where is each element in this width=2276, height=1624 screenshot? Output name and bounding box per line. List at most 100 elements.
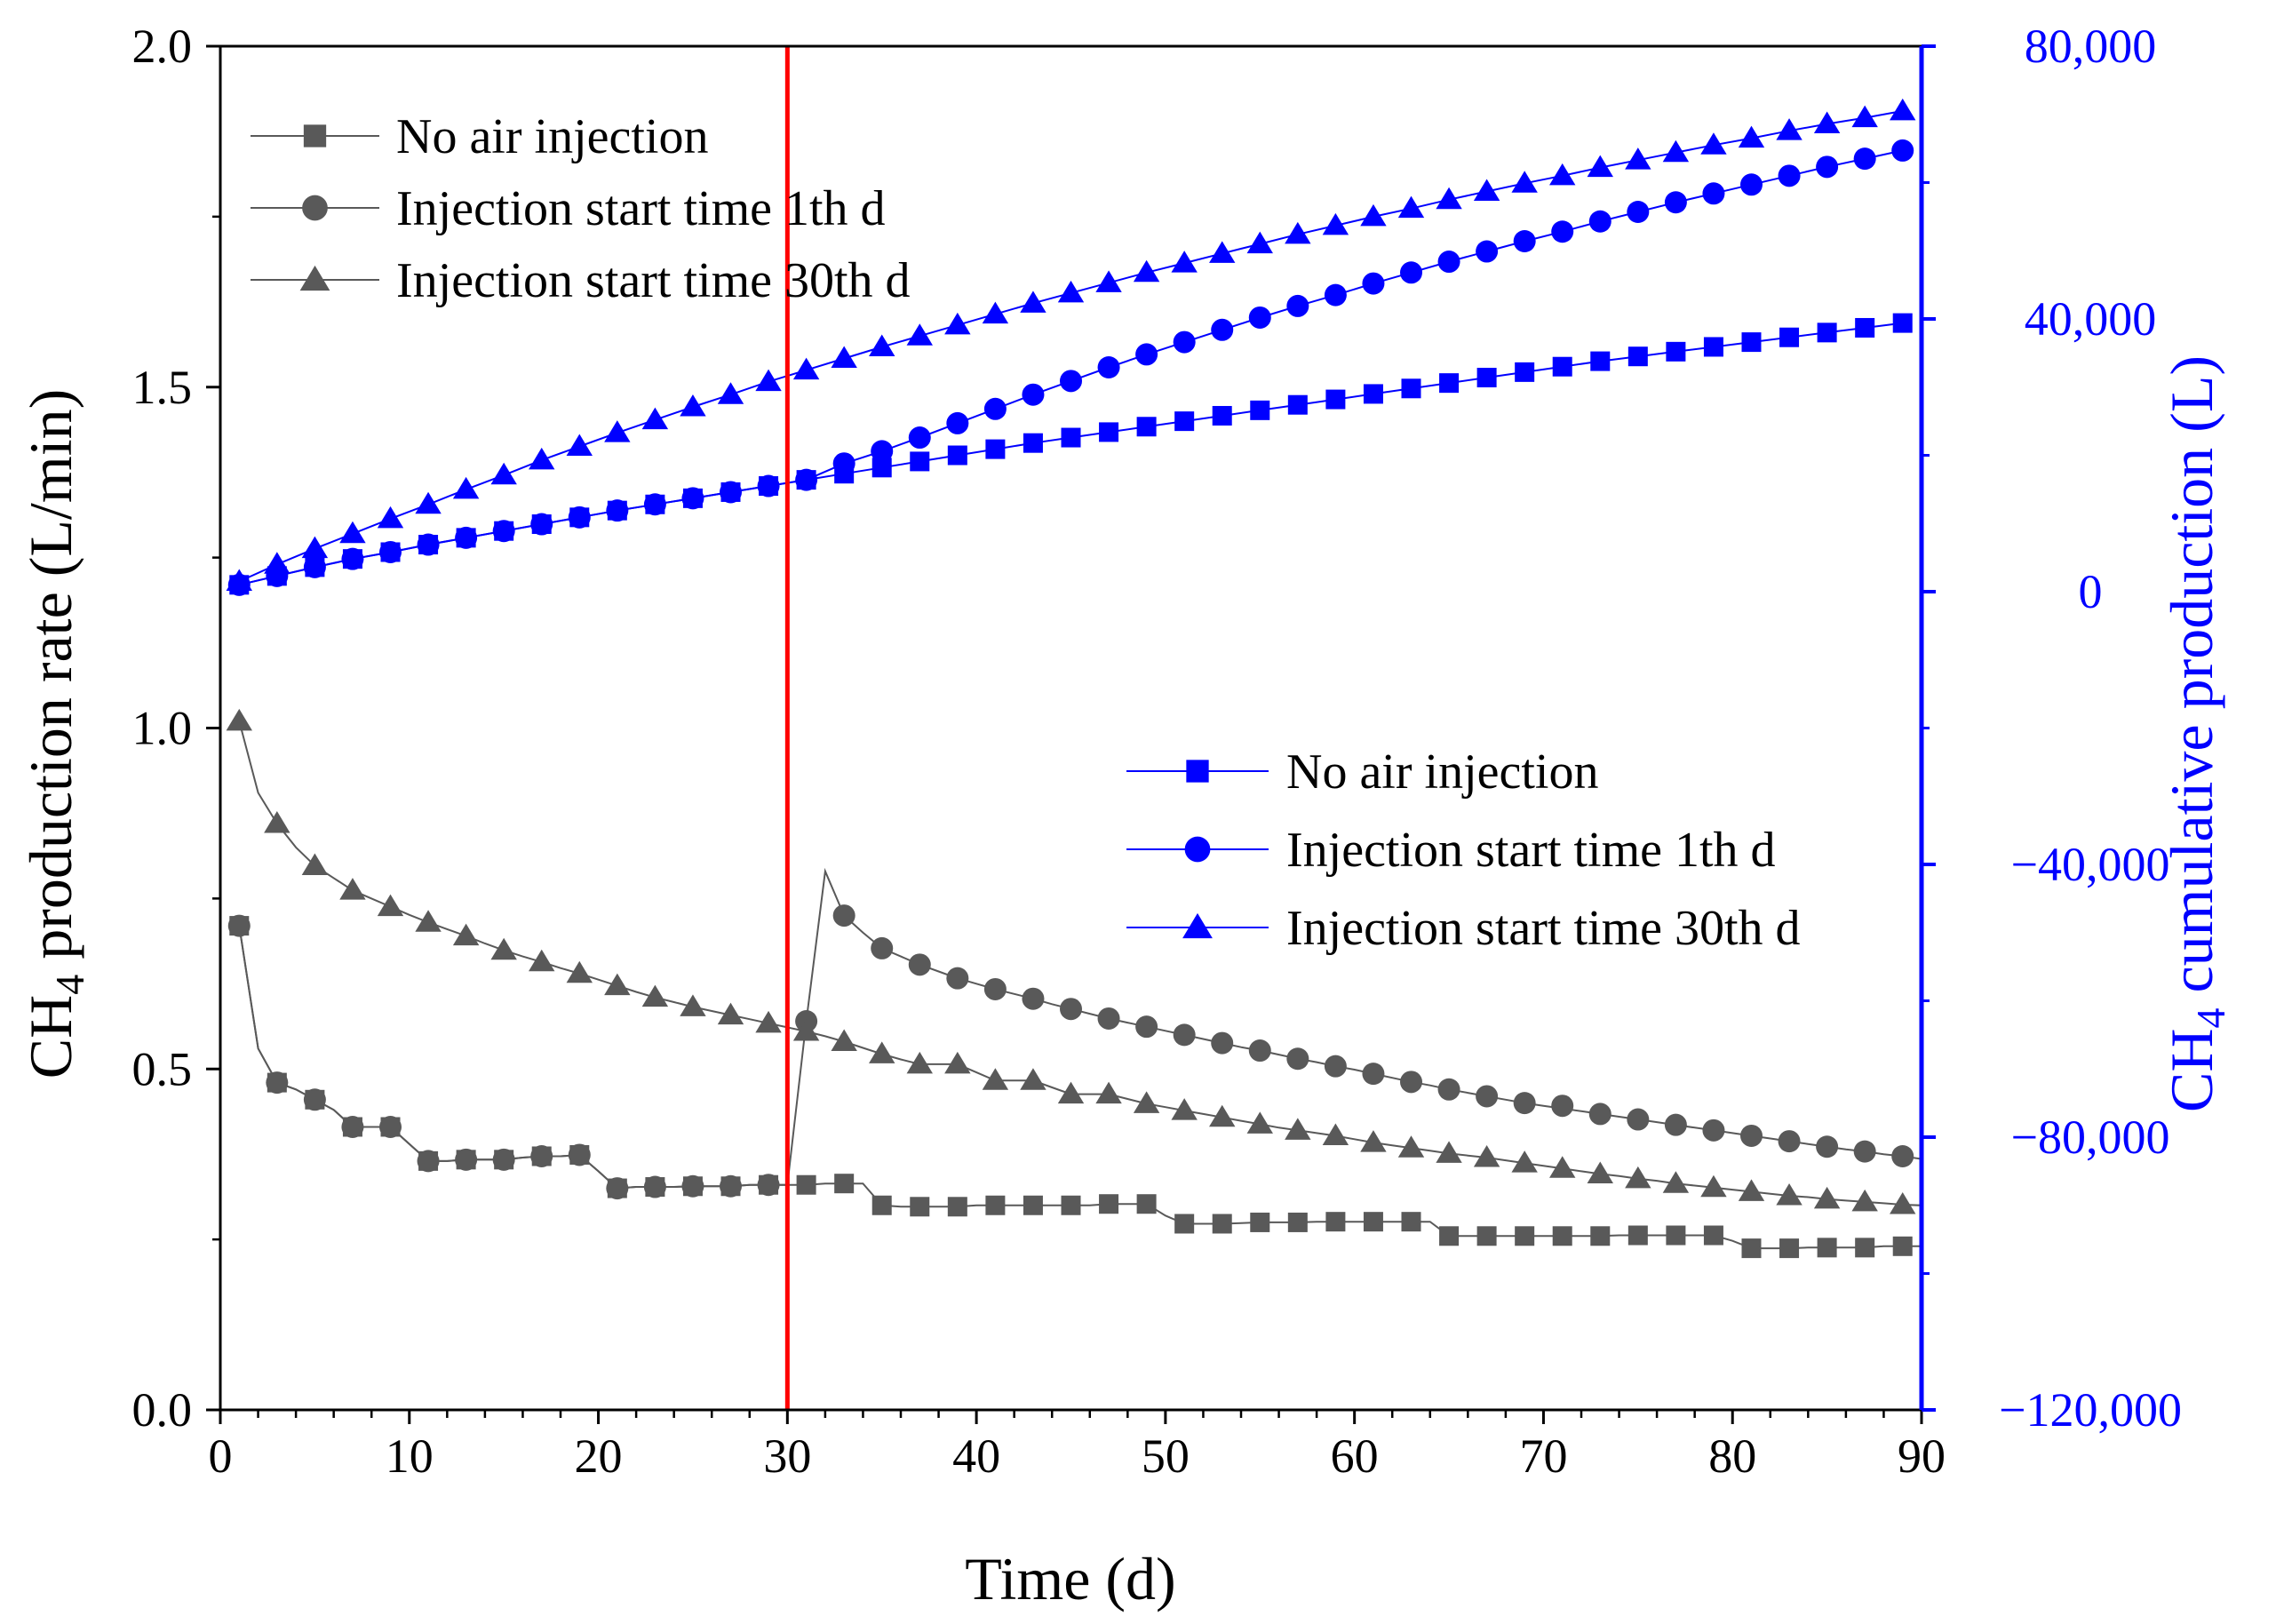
y-right-tick-label: 40,000 [2025, 292, 2157, 346]
data-point-rate-triangle [1095, 1081, 1122, 1104]
data-point-rate-circle [643, 1175, 666, 1198]
data-point-cumulative-square [1439, 373, 1460, 394]
data-point-cumulative-circle [1740, 173, 1763, 196]
data-point-rate-circle [1097, 1007, 1120, 1030]
data-point-cumulative-triangle [1549, 163, 1576, 186]
data-point-rate-square [1741, 1238, 1762, 1259]
x-tick-label: 40 [952, 1429, 1000, 1483]
data-point-cumulative-triangle [680, 394, 706, 417]
data-point-rate-circle [1476, 1085, 1499, 1108]
data-point-rate-square [985, 1195, 1006, 1215]
data-point-cumulative-circle [1778, 164, 1801, 187]
data-point-cumulative-square [1855, 317, 1875, 338]
data-point-cumulative-circle [492, 520, 515, 543]
y-right-title-ch: CH [2158, 1029, 2225, 1112]
data-point-cumulative-circle [681, 487, 704, 510]
data-point-cumulative-circle [1551, 220, 1574, 243]
data-point-cumulative-circle [1135, 343, 1158, 366]
data-point-rate-square [1515, 1226, 1535, 1246]
y-right-tick-label: 80,000 [2025, 20, 2157, 73]
data-point-rate-circle [568, 1143, 591, 1166]
data-point-rate-circle [1248, 1039, 1271, 1063]
data-point-cumulative-triangle [1322, 212, 1349, 235]
x-axis-title: Time (d) [965, 1545, 1175, 1612]
data-point-cumulative-circle [1286, 294, 1309, 317]
data-point-rate-triangle [1209, 1104, 1236, 1127]
data-point-rate-triangle [1436, 1141, 1462, 1163]
data-point-rate-square [1552, 1226, 1572, 1246]
data-point-cumulative-circle [871, 440, 894, 463]
data-point-rate-triangle [869, 1041, 895, 1063]
data-point-rate-triangle [529, 949, 555, 972]
data-point-rate-triangle [1473, 1145, 1500, 1167]
data-point-cumulative-square [1363, 384, 1383, 404]
data-point-cumulative-circle [983, 397, 1007, 420]
data-point-cumulative-circle [1476, 240, 1499, 263]
data-point-rate-circle [1664, 1113, 1687, 1136]
data-point-cumulative-triangle [1625, 147, 1651, 170]
data-point-cumulative-square [1741, 332, 1762, 353]
data-point-rate-triangle [1700, 1174, 1727, 1198]
y-left-axis-title: CH4 production rate (L/min) [17, 389, 92, 1079]
data-point-rate-square [1061, 1195, 1081, 1215]
data-point-rate-triangle [1776, 1183, 1802, 1206]
data-point-rate-circle [266, 1071, 289, 1095]
data-point-cumulative-triangle [1360, 203, 1387, 227]
data-point-rate-triangle [1511, 1150, 1538, 1173]
legend-label: Injection start time 30th d [396, 253, 911, 308]
data-point-cumulative-square [1212, 405, 1232, 426]
data-point-rate-circle [455, 1148, 478, 1171]
series-rate-triangle [226, 708, 1922, 1214]
data-point-rate-square [1099, 1194, 1119, 1214]
data-point-rate-square [1212, 1214, 1232, 1234]
data-point-cumulative-circle [530, 513, 553, 536]
data-point-cumulative-triangle [604, 420, 631, 442]
data-point-cumulative-square [910, 451, 930, 472]
data-point-cumulative-circle [1702, 182, 1725, 205]
data-point-cumulative-circle [720, 481, 742, 504]
data-point-rate-triangle [1890, 1191, 1916, 1214]
data-point-rate-triangle [1587, 1161, 1613, 1183]
data-point-rate-circle [1211, 1031, 1234, 1055]
data-point-cumulative-triangle [831, 346, 857, 369]
data-point-cumulative-square [1515, 362, 1535, 382]
data-point-cumulative-triangle [1020, 291, 1046, 313]
data-point-cumulative-circle [1173, 330, 1196, 354]
y-right-tick-label: −80,000 [2011, 1111, 2170, 1164]
data-point-cumulative-square [985, 439, 1006, 459]
data-point-rate-square [947, 1197, 967, 1217]
data-point-cumulative-triangle [452, 476, 480, 499]
data-point-cumulative-square [1817, 322, 1837, 343]
data-point-rate-triangle [944, 1051, 971, 1074]
data-point-rate-circle [983, 977, 1007, 1000]
data-point-rate-square [1855, 1238, 1875, 1258]
data-point-cumulative-triangle [717, 382, 744, 404]
data-point-rate-circle [720, 1174, 742, 1198]
y-left-tick-label: 0.5 [132, 1042, 193, 1095]
data-point-cumulative-circle [1400, 261, 1422, 284]
data-point-cumulative-triangle [1776, 118, 1802, 140]
data-point-rate-square [1703, 1225, 1723, 1246]
data-point-cumulative-triangle [1095, 270, 1122, 292]
data-point-rate-triangle [604, 973, 631, 996]
data-point-rate-circle [871, 936, 894, 959]
data-point-rate-circle [303, 1088, 326, 1111]
data-point-cumulative-circle [303, 555, 326, 578]
plot-series [226, 98, 1922, 1259]
data-point-cumulative-circle [1211, 318, 1234, 341]
data-point-cumulative-square [871, 458, 892, 478]
y-right-tick-label: −120,000 [1999, 1383, 2182, 1437]
y-right-tick-label: 0 [2079, 565, 2103, 618]
data-point-cumulative-circle [606, 499, 629, 522]
data-point-rate-triangle [1246, 1111, 1273, 1134]
data-point-cumulative-triangle [490, 462, 517, 485]
data-point-cumulative-triangle [1246, 231, 1273, 254]
data-point-cumulative-triangle [529, 447, 555, 470]
x-tick-label: 90 [1898, 1429, 1946, 1483]
data-point-cumulative-square [1250, 400, 1270, 420]
data-point-rate-square [1590, 1226, 1611, 1246]
y-left-title-rest: production rate (L/min) [17, 389, 84, 975]
data-point-cumulative-triangle [1851, 105, 1878, 128]
legend-center-right: No air injection Injection start time 1th… [1126, 744, 1801, 956]
